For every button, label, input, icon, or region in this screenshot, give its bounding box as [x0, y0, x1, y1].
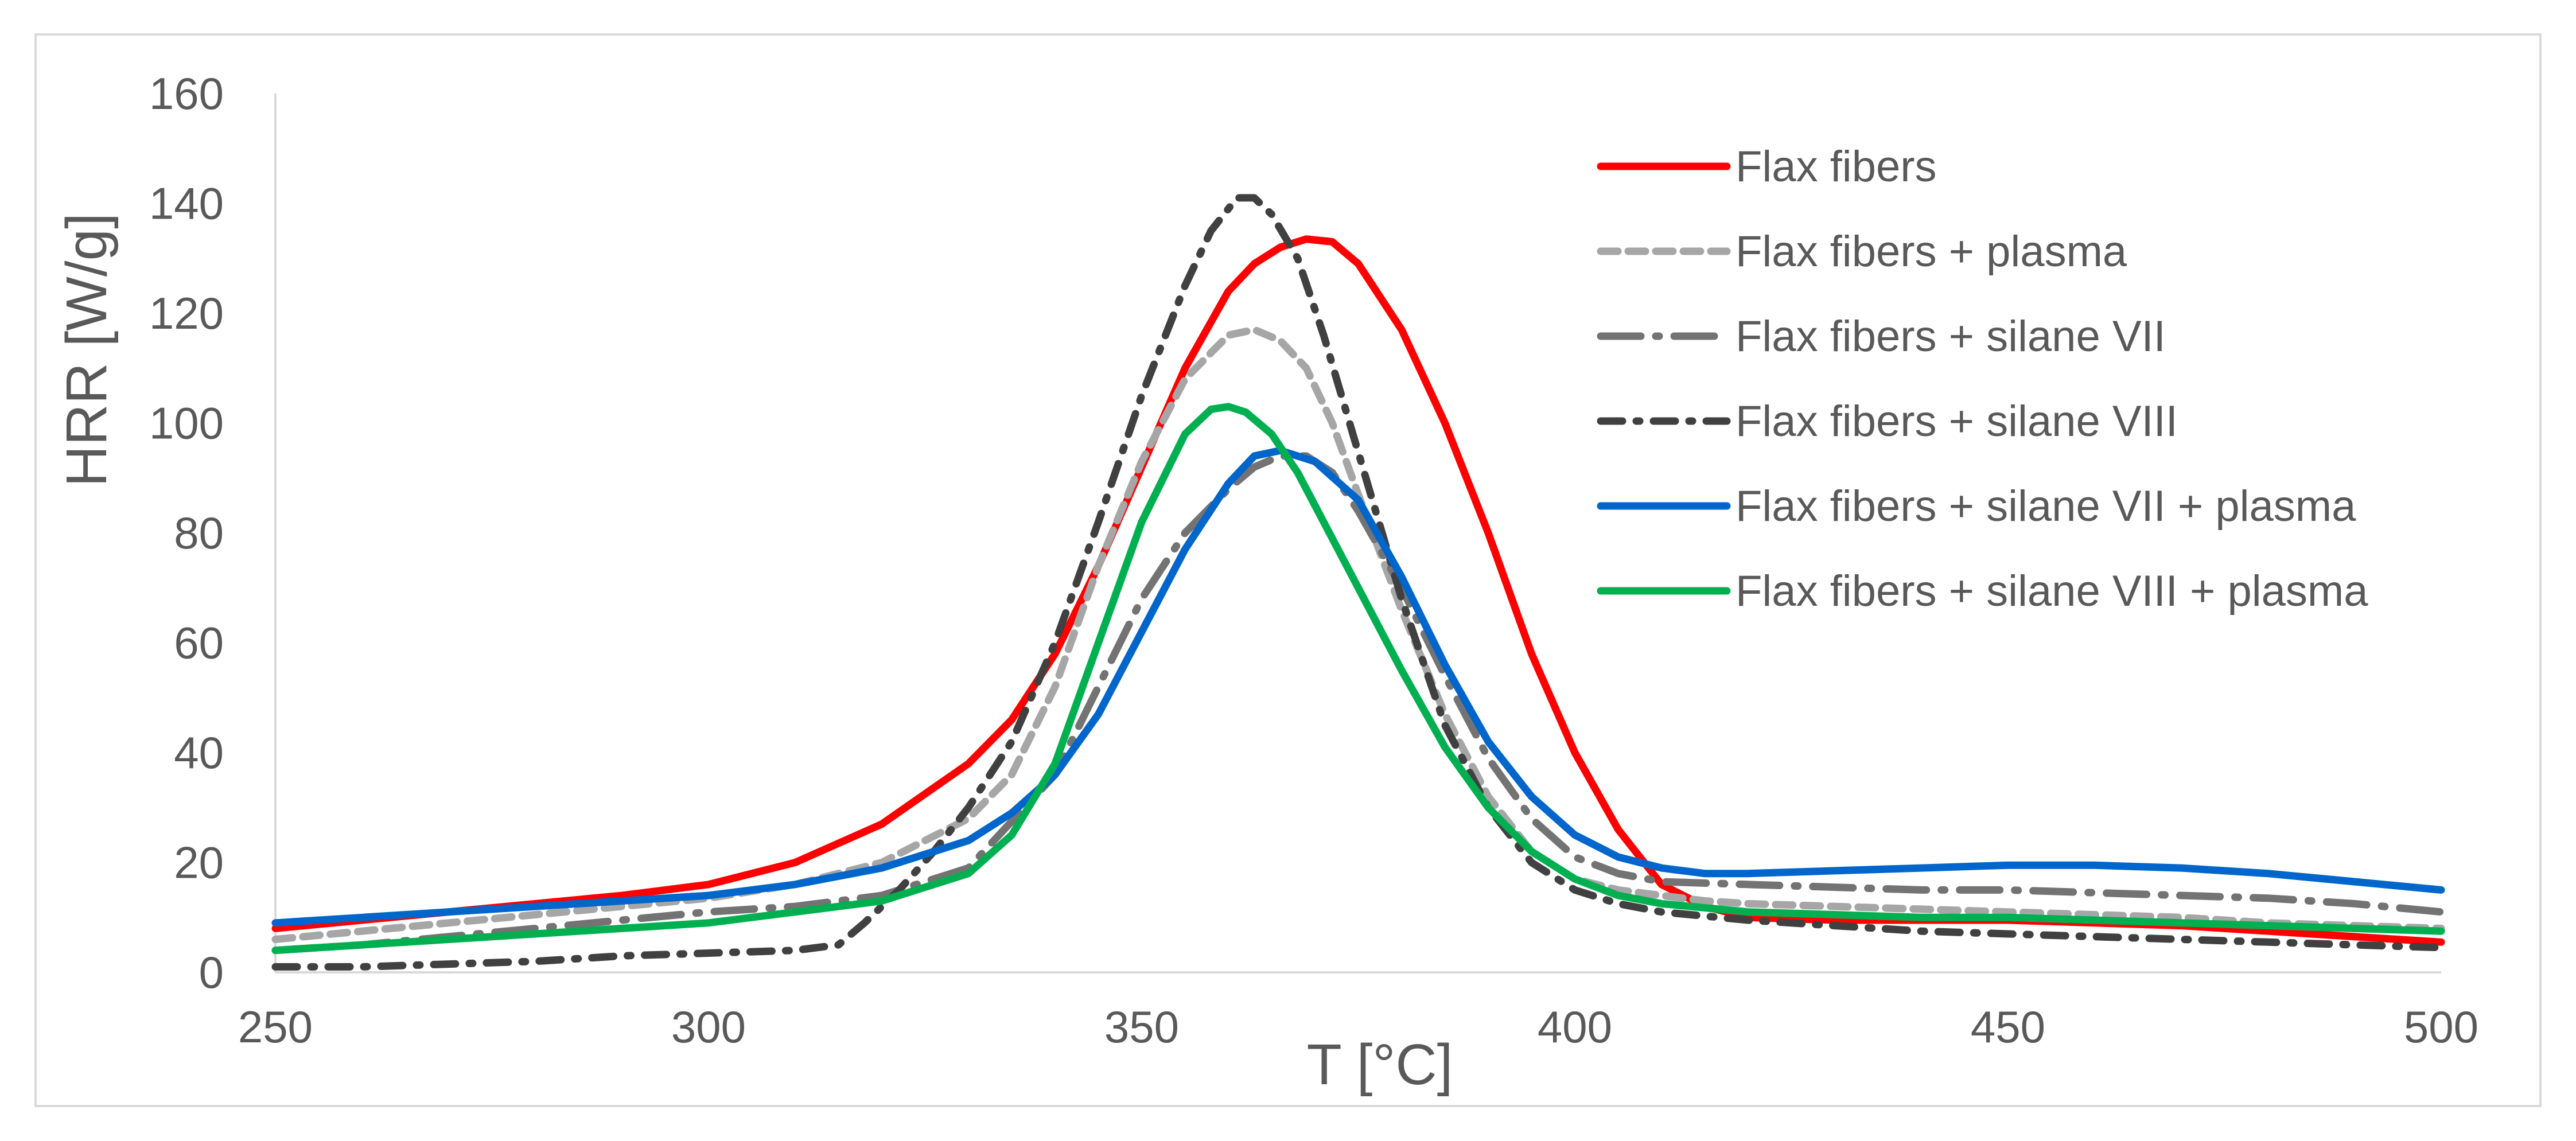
axes: 0 20 40 60 80 100 120 140 160 250 300 350 400 450 500 [149, 68, 2478, 1052]
y-axis-title: HRR [W/g] [55, 213, 119, 487]
y-tick-label: 20 [174, 838, 224, 888]
x-tick-label: 300 [671, 1002, 746, 1052]
x-tick-label: 500 [2404, 1002, 2478, 1052]
legend-label-6: Flax fibers + silane VIII + plasma [1736, 567, 2368, 616]
series-line-6 [271, 403, 2445, 955]
legend-label-5: Flax fibers + silane VII + plasma [1736, 482, 2356, 531]
x-tick-label: 400 [1538, 1002, 1612, 1052]
legend-label-2: Flax fibers + plasma [1736, 227, 2127, 276]
y-tick-label: 0 [199, 947, 224, 998]
legend: Flax fibers Flax fibers + plasma Flax fibe… [1597, 142, 2368, 616]
x-axis-title: T [°C] [1307, 1033, 1453, 1097]
y-tick-label: 80 [174, 508, 224, 558]
y-tick-label: 60 [174, 618, 224, 668]
legend-label-4: Flax fibers + silane VIII [1736, 397, 2178, 446]
y-tick-label: 160 [149, 68, 224, 119]
x-tick-label: 350 [1104, 1002, 1179, 1052]
y-tick-label: 100 [149, 398, 224, 449]
series-line-5 [271, 446, 2445, 927]
y-tick-label: 120 [149, 288, 224, 338]
legend-label-3: Flax fibers + silane VII [1736, 312, 2166, 361]
series-line-4 [271, 194, 2445, 971]
x-tick-label: 250 [238, 1002, 313, 1052]
y-tick-label: 40 [174, 727, 224, 778]
chart-frame [34, 33, 2542, 1107]
y-tick-label: 140 [149, 178, 224, 229]
legend-label-1: Flax fibers [1736, 142, 1937, 191]
series-group [271, 194, 2445, 971]
x-tick-label: 450 [1971, 1002, 2045, 1052]
